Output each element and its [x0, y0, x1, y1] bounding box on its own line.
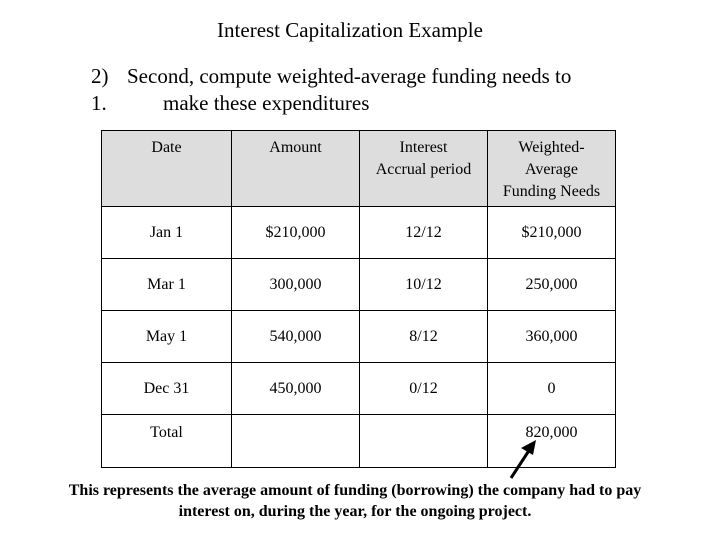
cell-period: 8/12: [359, 310, 488, 363]
cell-amount: $210,000: [231, 206, 360, 259]
cell-date: May 1: [101, 310, 232, 363]
total-amount-empty: [231, 414, 360, 468]
total-label: Total: [101, 414, 232, 468]
header-accrual-line: Interest: [399, 139, 448, 156]
cell-date: Jan 1: [101, 206, 232, 259]
header-date: Date: [101, 130, 232, 207]
header-accrual-period: Interest Accrual period: [359, 130, 488, 207]
header-funding-line: Funding Needs: [502, 183, 601, 200]
cell-amount: 300,000: [231, 258, 360, 311]
step-line-2: 1. make these expenditures: [91, 90, 571, 117]
step-line-2-number: 1.: [91, 91, 107, 115]
step-text: 2) Second, compute weighted-average fund…: [91, 63, 571, 117]
header-accrual-line: Accrual period: [375, 161, 472, 178]
cell-needs: 250,000: [487, 258, 616, 311]
header-funding-line: Weighted-: [518, 139, 585, 156]
slide-title: Interest Capitalization Example: [217, 18, 483, 42]
header-date-line: Date: [151, 139, 182, 156]
cell-needs: $210,000: [487, 206, 616, 259]
total-period-empty: [359, 414, 488, 468]
table-row: Mar 1 300,000 10/12 250,000: [101, 258, 616, 311]
explanation-note: This represents the average amount of fu…: [0, 480, 710, 522]
cell-period: 0/12: [359, 362, 488, 415]
note-line-2: interest on, during the year, for the on…: [178, 503, 532, 520]
cell-needs: 0: [487, 362, 616, 415]
cell-period: 12/12: [359, 206, 488, 259]
table-row: May 1 540,000 8/12 360,000: [101, 310, 616, 363]
step-line-1: 2) Second, compute weighted-average fund…: [91, 63, 571, 90]
table-row: Jan 1 $210,000 12/12 $210,000: [101, 206, 616, 259]
table-header-row: Date Amount Interest Accrual period Weig…: [101, 130, 616, 207]
step-number: 2): [91, 64, 109, 88]
cell-period: 10/12: [359, 258, 488, 311]
header-funding-line: Average: [525, 161, 578, 178]
step-line-2-text: make these expenditures: [163, 91, 370, 115]
cell-amount: 450,000: [231, 362, 360, 415]
table-total-row: Total 820,000: [101, 414, 616, 468]
cell-needs: 360,000: [487, 310, 616, 363]
header-amount: Amount: [231, 130, 360, 207]
header-funding-needs: Weighted- Average Funding Needs: [487, 130, 616, 207]
header-amount-line: Amount: [269, 139, 322, 156]
cell-date: Mar 1: [101, 258, 232, 311]
total-needs: 820,000: [487, 414, 616, 468]
funding-table: Date Amount Interest Accrual period Weig…: [101, 130, 616, 468]
cell-amount: 540,000: [231, 310, 360, 363]
step-line-1-text: Second, compute weighted-average funding…: [127, 64, 572, 88]
table-row: Dec 31 450,000 0/12 0: [101, 362, 616, 415]
note-line-1: This represents the average amount of fu…: [68, 482, 642, 499]
cell-date: Dec 31: [101, 362, 232, 415]
